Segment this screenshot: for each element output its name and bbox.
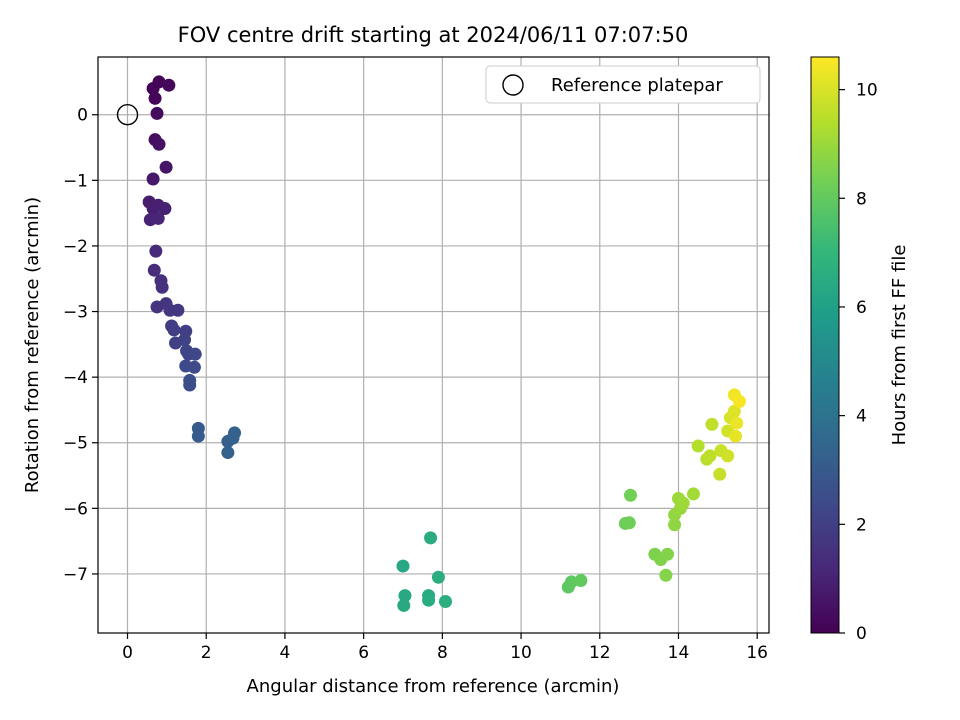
data-point	[183, 378, 197, 392]
data-point	[659, 568, 673, 582]
data-point	[228, 426, 242, 440]
data-point	[574, 574, 588, 588]
data-point	[148, 91, 162, 105]
y-tick-label: −5	[63, 434, 88, 454]
data-point	[439, 595, 453, 609]
colorbar-tick-label: 6	[856, 298, 867, 318]
data-point	[152, 75, 166, 89]
data-point	[146, 172, 160, 186]
legend: Reference platepar	[485, 65, 761, 104]
data-point	[149, 244, 163, 258]
y-tick-label: −6	[63, 499, 88, 519]
colorbar: 0 2 4 6 8 10 Hours from first FF file	[810, 56, 910, 644]
data-point	[151, 211, 165, 225]
data-point	[676, 496, 690, 510]
legend-label: Reference platepar	[551, 75, 723, 96]
colorbar-tick-label: 4	[856, 407, 867, 427]
data-point	[622, 516, 636, 530]
data-point	[191, 429, 205, 443]
data-point	[158, 202, 172, 216]
data-point	[703, 449, 717, 463]
legend-marker-icon	[502, 74, 524, 96]
x-axis-label: Angular distance from reference (arcmin)	[247, 676, 620, 697]
data-point	[660, 547, 674, 561]
data-point	[152, 137, 166, 151]
colorbar-tick-label: 2	[856, 515, 867, 535]
data-point	[398, 589, 412, 603]
colorbar-label: Hours from first FF file	[889, 245, 910, 446]
data-point	[221, 446, 235, 460]
y-tick-label: −4	[63, 368, 88, 388]
y-tick-label: −7	[63, 565, 88, 585]
x-tick-label: 16	[746, 643, 768, 663]
data-point	[422, 593, 436, 607]
x-tick-label: 2	[201, 643, 212, 663]
colorbar-tick-label: 0	[856, 624, 867, 644]
x-axis-ticks: 0 2 4 6 8 10 12 14 16	[122, 633, 768, 663]
x-tick-label: 8	[437, 643, 448, 663]
data-point	[431, 570, 445, 584]
data-point	[396, 559, 410, 573]
colorbar-tick-label: 10	[856, 81, 878, 101]
data-point	[159, 160, 173, 174]
x-tick-label: 6	[358, 643, 369, 663]
data-point	[691, 439, 705, 453]
y-tick-label: −1	[63, 171, 88, 191]
data-point	[150, 106, 164, 120]
data-point	[147, 263, 161, 277]
x-tick-label: 12	[589, 643, 611, 663]
y-tick-label: −2	[63, 237, 88, 257]
y-axis-label: Rotation from reference (arcmin)	[22, 197, 43, 493]
data-point	[162, 78, 176, 92]
grid-lines	[98, 57, 769, 633]
data-point	[686, 487, 700, 501]
data-point	[397, 598, 411, 612]
x-tick-label: 14	[668, 643, 690, 663]
data-point	[713, 467, 727, 481]
data-point	[155, 280, 169, 294]
data-point	[188, 347, 202, 361]
chart-title: FOV centre drift starting at 2024/06/11 …	[178, 23, 689, 47]
plot-frame	[97, 56, 770, 634]
data-point	[729, 429, 743, 443]
reference-marker	[116, 104, 139, 126]
y-tick-label: 0	[77, 106, 88, 126]
data-points	[116, 75, 746, 612]
data-point	[727, 404, 741, 418]
x-tick-label: 10	[510, 643, 532, 663]
data-point	[705, 417, 719, 431]
data-point	[623, 488, 637, 502]
colorbar-tick-label: 8	[856, 189, 867, 209]
colorbar-ticks: 0 2 4 6 8 10	[839, 81, 878, 644]
data-point	[424, 531, 438, 545]
x-tick-label: 0	[122, 643, 133, 663]
data-point	[187, 360, 201, 374]
colorbar-gradient	[810, 56, 840, 634]
data-point	[167, 323, 181, 337]
legend-box	[485, 65, 761, 104]
data-point	[732, 394, 746, 408]
data-point	[721, 449, 735, 463]
data-point	[730, 416, 744, 430]
y-axis-ticks: 0 −1 −2 −3 −4 −5 −6 −7	[63, 106, 98, 585]
data-point	[668, 518, 682, 532]
data-point	[171, 303, 185, 317]
y-tick-label: −3	[63, 303, 88, 323]
data-point	[178, 333, 192, 347]
x-tick-label: 4	[280, 643, 291, 663]
